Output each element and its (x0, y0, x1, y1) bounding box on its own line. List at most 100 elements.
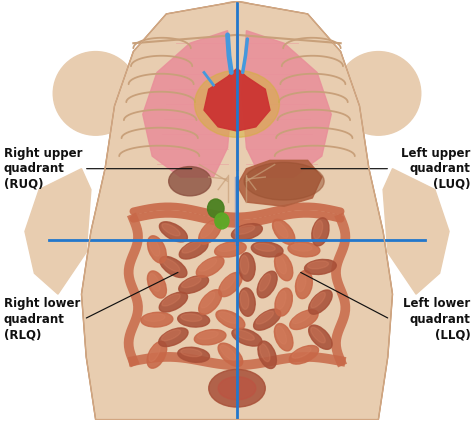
Polygon shape (242, 31, 331, 177)
Ellipse shape (218, 377, 256, 400)
Text: Right lower
quadrant
(RLQ): Right lower quadrant (RLQ) (4, 297, 80, 341)
Ellipse shape (221, 274, 235, 290)
Ellipse shape (240, 290, 249, 309)
Ellipse shape (141, 312, 173, 327)
Ellipse shape (313, 221, 323, 239)
Ellipse shape (312, 218, 329, 246)
Text: Right upper
quadrant
(RUQ): Right upper quadrant (RUQ) (4, 147, 82, 191)
Ellipse shape (336, 52, 421, 135)
Ellipse shape (181, 349, 202, 357)
Ellipse shape (218, 343, 243, 366)
Ellipse shape (160, 256, 187, 277)
Ellipse shape (181, 314, 202, 321)
Ellipse shape (182, 277, 201, 288)
Polygon shape (237, 160, 322, 206)
Ellipse shape (208, 199, 224, 218)
Ellipse shape (232, 328, 262, 346)
Ellipse shape (149, 344, 160, 362)
Ellipse shape (147, 341, 167, 368)
Ellipse shape (147, 271, 166, 298)
Ellipse shape (234, 225, 255, 234)
Ellipse shape (215, 242, 246, 257)
Ellipse shape (309, 290, 332, 314)
Ellipse shape (162, 294, 180, 306)
Ellipse shape (291, 243, 312, 251)
Ellipse shape (179, 276, 209, 293)
Ellipse shape (149, 238, 160, 256)
Ellipse shape (201, 292, 215, 308)
Ellipse shape (259, 274, 271, 291)
Ellipse shape (288, 242, 320, 257)
Ellipse shape (201, 222, 215, 238)
Ellipse shape (162, 224, 180, 236)
Ellipse shape (219, 312, 237, 323)
Ellipse shape (169, 167, 211, 196)
Ellipse shape (276, 256, 286, 274)
Ellipse shape (199, 290, 221, 314)
Polygon shape (204, 68, 270, 131)
Ellipse shape (218, 243, 238, 251)
Ellipse shape (238, 288, 255, 316)
Text: Left upper
quadrant
(LUQ): Left upper quadrant (LUQ) (401, 147, 470, 191)
Ellipse shape (149, 274, 160, 291)
Ellipse shape (194, 330, 226, 345)
Ellipse shape (274, 221, 288, 238)
Ellipse shape (238, 253, 255, 281)
Ellipse shape (235, 330, 255, 340)
Ellipse shape (274, 253, 293, 281)
Ellipse shape (196, 257, 224, 277)
Ellipse shape (147, 236, 166, 263)
Ellipse shape (258, 341, 276, 368)
Ellipse shape (257, 271, 277, 298)
Ellipse shape (159, 328, 188, 346)
Ellipse shape (240, 256, 249, 274)
Ellipse shape (178, 312, 210, 327)
Ellipse shape (289, 346, 319, 364)
Ellipse shape (199, 258, 217, 271)
Ellipse shape (295, 270, 312, 298)
Ellipse shape (244, 163, 324, 200)
Polygon shape (383, 169, 449, 294)
Ellipse shape (53, 52, 138, 135)
Ellipse shape (195, 70, 279, 137)
Ellipse shape (290, 310, 318, 330)
Ellipse shape (256, 311, 273, 324)
Ellipse shape (292, 347, 311, 358)
Ellipse shape (308, 261, 328, 269)
Ellipse shape (311, 292, 325, 308)
Ellipse shape (254, 309, 281, 330)
Ellipse shape (209, 369, 265, 407)
Ellipse shape (182, 242, 201, 253)
Ellipse shape (219, 272, 242, 297)
Polygon shape (143, 31, 232, 177)
Ellipse shape (162, 258, 180, 272)
Ellipse shape (179, 240, 208, 259)
Ellipse shape (199, 219, 221, 244)
Ellipse shape (277, 291, 286, 309)
Ellipse shape (178, 347, 210, 362)
Ellipse shape (309, 325, 332, 349)
Ellipse shape (220, 345, 236, 360)
Ellipse shape (215, 213, 229, 229)
Polygon shape (82, 1, 392, 420)
Ellipse shape (274, 323, 293, 351)
Ellipse shape (144, 314, 165, 321)
Ellipse shape (260, 344, 270, 362)
Ellipse shape (292, 312, 311, 324)
Ellipse shape (231, 224, 263, 240)
Ellipse shape (197, 331, 218, 339)
Ellipse shape (162, 330, 181, 341)
Ellipse shape (159, 292, 188, 312)
Text: Left lower
quadrant
(LLQ): Left lower quadrant (LLQ) (403, 297, 470, 341)
Ellipse shape (275, 288, 292, 316)
Ellipse shape (273, 219, 295, 244)
Ellipse shape (251, 242, 283, 257)
Polygon shape (25, 169, 91, 294)
Ellipse shape (159, 222, 187, 242)
Ellipse shape (276, 326, 286, 344)
Ellipse shape (311, 327, 325, 343)
Ellipse shape (297, 273, 306, 292)
Ellipse shape (304, 259, 336, 274)
Ellipse shape (216, 310, 245, 329)
Ellipse shape (213, 1, 261, 31)
